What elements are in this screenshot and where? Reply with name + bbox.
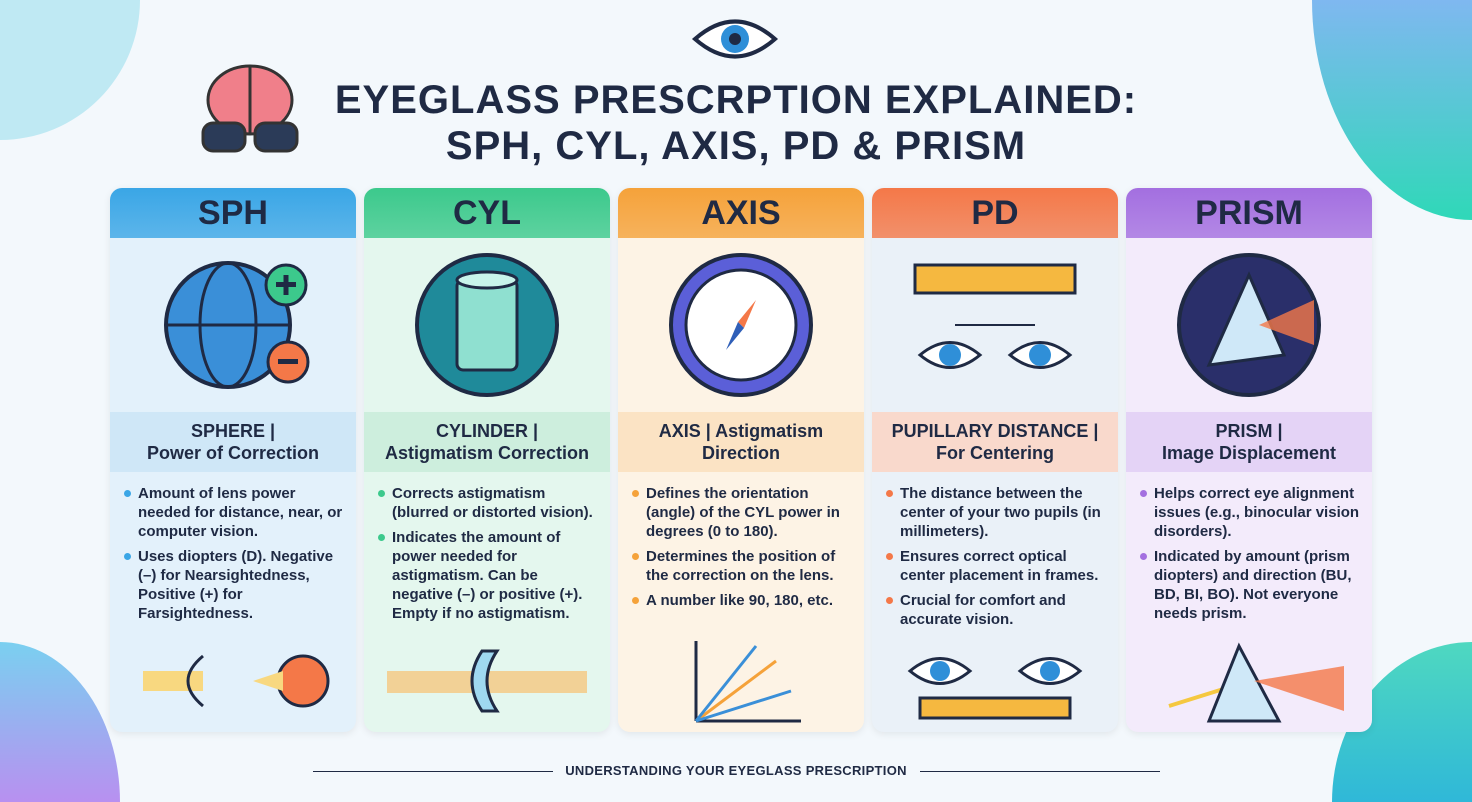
bullet-text: The distance between the center of your … xyxy=(900,485,1101,540)
card-header: AXIS xyxy=(618,188,864,238)
page-subtitle: SPH, CYL, AXIS, PD & PRISM xyxy=(445,124,1027,168)
bullet-text: Ensures correct optical center placement… xyxy=(900,548,1099,584)
subtitle-line1: AXIS | Astigmatism xyxy=(658,421,824,441)
bullet-dot xyxy=(886,490,893,497)
bullet-dot xyxy=(886,553,893,560)
subtitle-line1: PUPILLARY DISTANCE | xyxy=(891,421,1099,441)
bullet-item: Ensures correct optical center placement… xyxy=(886,547,1108,585)
bullet-dot xyxy=(886,597,893,604)
bullet-item: Corrects astigmatism (blurred or distort… xyxy=(378,484,600,522)
bullet-text: Indicates the amount of power needed for… xyxy=(392,529,583,622)
page-title: EYEGLASS PRESCRPTION EXPLAINED: xyxy=(334,78,1138,122)
bullet-dot xyxy=(124,553,131,560)
bullet-text: Defines the orientation (angle) of the C… xyxy=(646,485,840,540)
bullet-item: Crucial for comfort and accurate vision. xyxy=(886,591,1108,629)
bullet-text: Uses diopters (D). Negative (–) for Near… xyxy=(138,548,334,622)
cylinder-icon xyxy=(364,238,610,412)
card-header: CYL xyxy=(364,188,610,238)
card-header: PD xyxy=(872,188,1118,238)
subtitle-line2: Direction xyxy=(701,443,780,463)
bullet-list: Defines the orientation (angle) of the C… xyxy=(618,472,864,630)
card-subtitle: CYLINDER | Astigmatism Correction xyxy=(364,412,610,472)
bullet-list: Amount of lens power needed for distance… xyxy=(110,472,356,630)
bullet-item: Determines the position of the correctio… xyxy=(632,547,854,585)
bullet-dot xyxy=(1140,553,1147,560)
decor-blob xyxy=(0,642,120,802)
card-header: PRISM xyxy=(1126,188,1372,238)
bullet-list: Corrects astigmatism (blurred or distort… xyxy=(364,472,610,630)
card-pd: PD PUPILLARY DISTANCE | For Centering The… xyxy=(872,188,1118,732)
globe-plus-minus-icon xyxy=(110,238,356,412)
bullet-dot xyxy=(632,597,639,604)
bullet-dot xyxy=(378,534,385,541)
bullet-dot xyxy=(1140,490,1147,497)
card-subtitle: AXIS | Astigmatism Direction xyxy=(618,412,864,472)
bullet-item: The distance between the center of your … xyxy=(886,484,1108,541)
eye-icon xyxy=(691,19,779,59)
footer-divider xyxy=(313,771,553,772)
card-header: SPH xyxy=(110,188,356,238)
card-prism: PRISM PRISM | Image Displacement Helps co… xyxy=(1126,188,1372,732)
ruler-eyes-icon xyxy=(872,238,1118,412)
bullet-text: Helps correct eye alignment issues (e.g.… xyxy=(1154,485,1360,540)
bullet-text: Crucial for comfort and accurate vision. xyxy=(900,592,1066,628)
bullet-dot xyxy=(632,553,639,560)
subtitle-line2: For Centering xyxy=(935,443,1054,463)
footer-text: UNDERSTANDING YOUR EYEGLASS PRESCRIPTION xyxy=(565,763,907,778)
subtitle-line2: Image Displacement xyxy=(1161,443,1337,463)
card-cyl: CYL CYLINDER | Astigmatism Correction Cor… xyxy=(364,188,610,732)
angle-arrows-icon xyxy=(618,630,864,732)
bullet-text: Corrects astigmatism (blurred or distort… xyxy=(392,485,593,521)
bullet-dot xyxy=(632,490,639,497)
bullet-text: A number like 90, 180, etc. xyxy=(646,592,834,609)
card-subtitle: SPHERE | Power of Correction xyxy=(110,412,356,472)
card-subtitle: PRISM | Image Displacement xyxy=(1126,412,1372,472)
compass-icon xyxy=(618,238,864,412)
bullet-list: Helps correct eye alignment issues (e.g.… xyxy=(1126,472,1372,630)
bullet-list: The distance between the center of your … xyxy=(872,472,1118,630)
brain-glasses-icon xyxy=(201,64,299,153)
bullet-item: Helps correct eye alignment issues (e.g.… xyxy=(1140,484,1362,541)
bullet-item: Indicates the amount of power needed for… xyxy=(378,528,600,623)
bullet-item: Amount of lens power needed for distance… xyxy=(124,484,346,541)
bullet-item: Defines the orientation (angle) of the C… xyxy=(632,484,854,541)
prism-icon xyxy=(1126,238,1372,412)
bullet-text: Amount of lens power needed for distance… xyxy=(138,485,343,540)
subtitle-line1: SPHERE | xyxy=(190,421,276,441)
subtitle-line1: CYLINDER | xyxy=(435,421,539,441)
prism-rainbow-icon xyxy=(1126,630,1372,732)
eyes-ruler-icon xyxy=(872,630,1118,732)
subtitle-line1: PRISM | xyxy=(1215,421,1283,441)
bullet-item: A number like 90, 180, etc. xyxy=(632,591,854,610)
bullet-text: Indicated by amount (prism diopters) and… xyxy=(1154,548,1352,622)
bullet-text: Determines the position of the correctio… xyxy=(646,548,836,584)
bullet-dot xyxy=(124,490,131,497)
subtitle-line2: Astigmatism Correction xyxy=(384,443,590,463)
lens-beam-icon xyxy=(364,630,610,732)
eye-focus-icon xyxy=(110,630,356,732)
subtitle-line2: Power of Correction xyxy=(146,443,320,463)
bullet-dot xyxy=(378,490,385,497)
footer-divider xyxy=(920,771,1160,772)
bullet-item: Indicated by amount (prism diopters) and… xyxy=(1140,547,1362,623)
card-axis: AXIS AXIS | Astigmatism Direction Defines… xyxy=(618,188,864,732)
card-sph: SPH SPHERE | Power of Correction Amount o… xyxy=(110,188,356,732)
card-subtitle: PUPILLARY DISTANCE | For Centering xyxy=(872,412,1118,472)
bullet-item: Uses diopters (D). Negative (–) for Near… xyxy=(124,547,346,623)
